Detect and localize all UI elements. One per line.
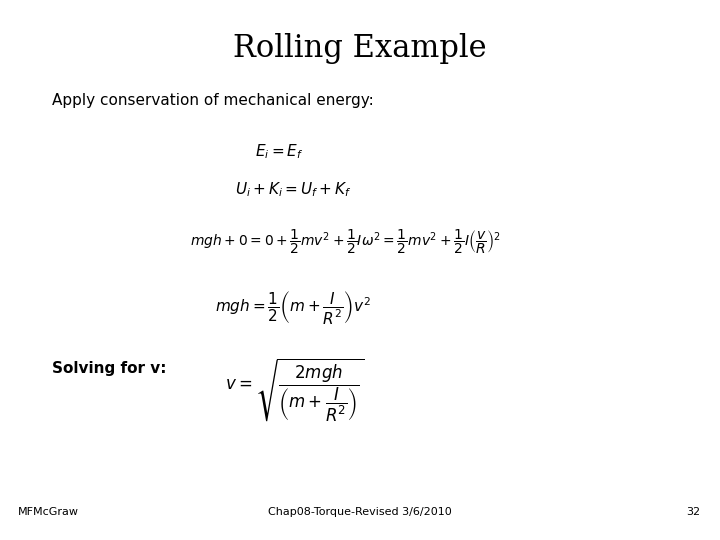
Text: $mgh = \dfrac{1}{2}\left(m + \dfrac{I}{R^2}\right)v^2$: $mgh = \dfrac{1}{2}\left(m + \dfrac{I}{R…: [215, 289, 371, 327]
Text: $mgh + 0 = 0 + \dfrac{1}{2}mv^2 + \dfrac{1}{2}I\omega^2 = \dfrac{1}{2}mv^2 + \df: $mgh + 0 = 0 + \dfrac{1}{2}mv^2 + \dfrac…: [190, 228, 501, 256]
Text: $v = \sqrt{\dfrac{2mgh}{\left(m + \dfrac{I}{R^2}\right)}}$: $v = \sqrt{\dfrac{2mgh}{\left(m + \dfrac…: [225, 356, 364, 423]
Text: Apply conservation of mechanical energy:: Apply conservation of mechanical energy:: [52, 92, 374, 107]
Text: Solving for v:: Solving for v:: [52, 361, 166, 375]
Text: Chap08-Torque-Revised 3/6/2010: Chap08-Torque-Revised 3/6/2010: [268, 507, 452, 517]
Text: $E_i = E_f$: $E_i = E_f$: [255, 143, 304, 161]
Text: MFMcGraw: MFMcGraw: [18, 507, 79, 517]
Text: 32: 32: [686, 507, 700, 517]
Text: $U_i + K_i = U_f + K_f$: $U_i + K_i = U_f + K_f$: [235, 181, 351, 199]
Text: Rolling Example: Rolling Example: [233, 32, 487, 64]
